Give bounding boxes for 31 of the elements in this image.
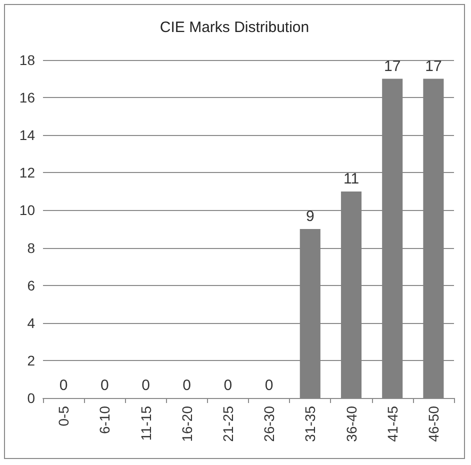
x-tick-label: 6-10 — [96, 406, 113, 434]
y-tick-label: 14 — [19, 127, 36, 144]
y-tick-label: 16 — [19, 90, 36, 106]
x-tick-label: 41-45 — [384, 406, 400, 442]
x-tick-label: 0-5 — [56, 406, 72, 426]
data-label: 0 — [100, 377, 109, 394]
y-tick-label: 18 — [19, 52, 36, 68]
data-label: 11 — [343, 170, 360, 188]
y-tick-label: 2 — [27, 352, 36, 368]
x-tick-label: 21-25 — [220, 406, 236, 442]
y-tick-label: 4 — [27, 314, 36, 331]
x-tick-label: 26-30 — [261, 406, 278, 442]
y-tick-label: 10 — [19, 202, 36, 218]
y-tick-label: 6 — [27, 277, 36, 294]
data-label: 17 — [425, 58, 442, 75]
y-tick-label: 12 — [19, 164, 36, 181]
data-label: 17 — [384, 58, 401, 75]
y-tick-label: 8 — [27, 240, 36, 256]
x-tick-label: 16-20 — [178, 406, 195, 442]
chart-title: CIE Marks Distribution — [160, 19, 310, 36]
x-tick-label: 31-35 — [302, 406, 318, 442]
data-label: 0 — [224, 377, 232, 394]
x-tick-label: 36-40 — [343, 406, 360, 442]
x-tick-label: 46-50 — [425, 406, 442, 442]
y-tick-label: 0 — [27, 390, 36, 406]
data-label: 0 — [59, 377, 68, 394]
data-label: 9 — [306, 208, 314, 225]
data-label: 0 — [182, 377, 192, 394]
data-label: 0 — [142, 377, 150, 394]
data-label: 0 — [264, 377, 274, 394]
x-tick-label: 11-15 — [138, 406, 154, 441]
